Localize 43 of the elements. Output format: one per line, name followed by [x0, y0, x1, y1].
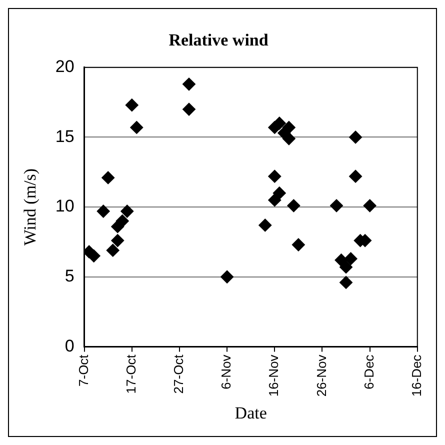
- point: [349, 170, 362, 183]
- point: [282, 120, 296, 134]
- x-tick-label: 17-Oct: [123, 354, 138, 394]
- point: [96, 204, 110, 218]
- point: [344, 252, 358, 266]
- point: [340, 260, 353, 274]
- point: [282, 132, 296, 146]
- y-tick-label: 20: [55, 57, 74, 76]
- point: [349, 130, 362, 144]
- x-tick-label: 26-Nov: [314, 354, 329, 397]
- point: [125, 98, 138, 112]
- point: [116, 214, 129, 228]
- point: [111, 234, 124, 248]
- point: [258, 218, 272, 232]
- y-tick-label: 15: [55, 126, 74, 146]
- point: [102, 171, 115, 184]
- chart-title: Relative wind: [168, 30, 269, 50]
- point: [340, 276, 353, 289]
- x-tick-label: 6-Nov: [218, 354, 234, 390]
- y-tick-label: 5: [64, 266, 74, 286]
- y-axis-title: Wind (m/s): [20, 168, 40, 246]
- x-tick-label: 16-Dec: [408, 354, 424, 397]
- x-axis-title: Date: [234, 403, 267, 422]
- point: [268, 194, 282, 207]
- x-tick-label: 7-Oct: [76, 354, 91, 386]
- point: [182, 78, 196, 91]
- point: [106, 244, 120, 257]
- point: [87, 249, 100, 262]
- y-tick-label: 10: [55, 196, 74, 216]
- point: [363, 199, 376, 212]
- point: [268, 170, 282, 183]
- y-tick-label: 0: [64, 336, 74, 356]
- point: [130, 120, 144, 134]
- point: [330, 199, 344, 212]
- point: [220, 270, 234, 284]
- point: [182, 102, 196, 116]
- point: [272, 186, 286, 200]
- x-tick-label: 16-Nov: [266, 354, 282, 397]
- x-tick-label: 6-Dec: [361, 354, 376, 390]
- x-tick-label: 27-Oct: [171, 354, 186, 394]
- point: [120, 204, 134, 218]
- point: [292, 238, 305, 252]
- point: [287, 199, 300, 212]
